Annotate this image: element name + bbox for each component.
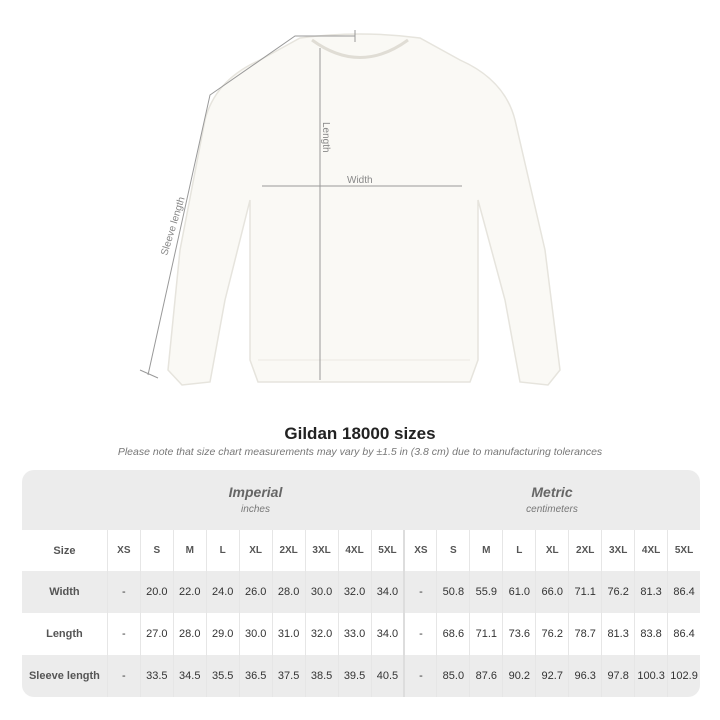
row-label: Size [53,544,76,557]
value-cell: 24.0 [205,571,239,613]
size-cell: 3XL [304,530,338,571]
row-label: Sleeve length [28,670,100,682]
value-cell: - [106,613,140,655]
metric-header: Metric centimeters [404,470,700,530]
row-label: Width [49,586,80,598]
value-cell: 78.7 [568,613,601,655]
size-cell: M [172,530,206,571]
table-row: Sleeve length -33.5 34.5 35.5 36.5 37.5 38.5 39… [22,655,700,697]
size-table: Imperial inches Metric centimeters Size X… [22,470,700,697]
value-cell: 29.0 [205,613,239,655]
value-cell: 37.5 [271,655,305,697]
size-cell: 4XL [634,530,667,571]
value-cell: 92.7 [535,655,568,697]
size-cell: 3XL [601,530,634,571]
value-cell: 20.0 [139,571,173,613]
size-cell: XS [106,530,140,571]
size-cell: M [469,530,502,571]
value-cell: 100.3 [634,655,667,697]
value-cell: - [106,655,140,697]
metric-unit: centimeters [526,504,578,515]
size-cell: XS [403,530,436,571]
value-cell: 35.5 [205,655,239,697]
value-cell: 28.0 [172,613,206,655]
imperial-header: Imperial inches [107,470,404,530]
tolerance-note: Please note that size chart measurements… [117,446,603,458]
value-cell: 22.0 [172,571,206,613]
value-cell: 40.5 [370,655,404,697]
value-cell: 34.0 [370,613,404,655]
value-cell: 34.5 [172,655,206,697]
value-cell: 30.0 [238,613,272,655]
value-cell: - [403,613,436,655]
size-cell: 5XL [667,530,700,571]
size-cell: XL [238,530,272,571]
value-cell: 61.0 [502,571,535,613]
value-cell: 81.3 [601,613,634,655]
value-cell: 33.5 [139,655,173,697]
value-cell: 30.0 [304,571,338,613]
value-cell: 102.9 [667,655,700,697]
value-cell: 71.1 [568,571,601,613]
value-cell: 50.8 [436,571,469,613]
value-cell: 66.0 [535,571,568,613]
size-cell: L [205,530,239,571]
value-cell: 85.0 [436,655,469,697]
imperial-unit: inches [241,504,270,515]
chart-title: Gildan 18000 sizes [284,424,436,443]
value-cell: 76.2 [535,613,568,655]
size-cell: 2XL [271,530,305,571]
value-cell: 36.5 [238,655,272,697]
value-cell: 34.0 [370,571,404,613]
value-cell: 32.0 [337,571,371,613]
length-label: Length [320,122,331,153]
row-label: Length [46,628,83,640]
table-row: Width -20.0 22.0 24.0 26.0 28.0 30.0 32.0 34.0-5… [22,571,700,613]
metric-heading: Metric [531,484,573,500]
size-cell: S [436,530,469,571]
value-cell: - [403,571,436,613]
value-cell: 39.5 [337,655,371,697]
value-cell: 38.5 [304,655,338,697]
value-cell: 83.8 [634,613,667,655]
sweatshirt [167,33,561,386]
table-row: Length -27.0 28.0 29.0 30.0 31.0 32.0 33.0 34.0-… [22,613,700,655]
size-cell: 5XL [370,530,404,571]
size-cell: L [502,530,535,571]
value-cell: 27.0 [139,613,173,655]
sweatshirt-illustration: Length Width Sleeve length [139,30,561,386]
value-cell: 90.2 [502,655,535,697]
value-cell: 86.4 [667,571,700,613]
width-label: Width [347,175,373,186]
value-cell: 71.1 [469,613,502,655]
value-cell: 96.3 [568,655,601,697]
imperial-heading: Imperial [228,484,283,500]
value-cell: 86.4 [667,613,700,655]
size-cell: 2XL [568,530,601,571]
value-cell: 87.6 [469,655,502,697]
value-cell: 28.0 [271,571,305,613]
value-cell: 76.2 [601,571,634,613]
size-cell: S [139,530,173,571]
value-cell: 97.8 [601,655,634,697]
value-cell: 55.9 [469,571,502,613]
value-cell: - [106,571,140,613]
size-cell: 4XL [337,530,371,571]
value-cell: 81.3 [634,571,667,613]
value-cell: 26.0 [238,571,272,613]
value-cell: - [403,655,436,697]
value-cell: 33.0 [337,613,371,655]
size-header-row: Size XS S M L XL 2XL 3XL 4XL 5XL XS S M L XL 2XL 3XL 4XL 5… [22,530,700,571]
value-cell: 32.0 [304,613,338,655]
value-cell: 68.6 [436,613,469,655]
size-cell: XL [535,530,568,571]
measurement-lines [139,30,462,380]
value-cell: 31.0 [271,613,305,655]
value-cell: 73.6 [502,613,535,655]
